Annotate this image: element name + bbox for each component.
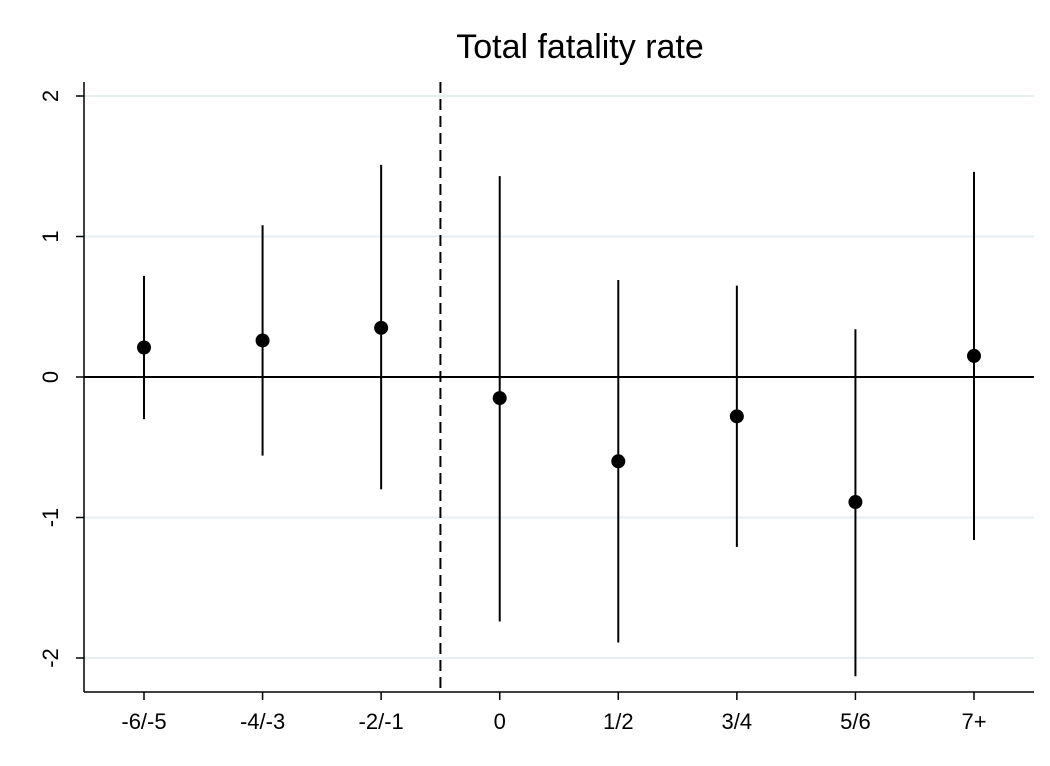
- point-estimate-5: [729, 409, 744, 424]
- point-estimates: [137, 320, 981, 510]
- chart-title: Total fatality rate: [456, 28, 704, 66]
- y-tick-label-3: 1: [38, 230, 63, 242]
- x-tick-label-4: 1/2: [603, 709, 634, 734]
- y-tick-label-1: -1: [38, 508, 63, 528]
- grid-lines: [84, 95, 1034, 659]
- point-estimate-1: [255, 333, 270, 348]
- point-estimate-2: [374, 320, 389, 335]
- x-tick-labels: -6/-5 -4/-3 -2/-1 0 1/2 3/4 5/6 7+: [121, 709, 986, 734]
- point-estimate-4: [611, 454, 626, 469]
- point-estimate-0: [137, 340, 151, 355]
- point-estimate-6: [848, 495, 863, 510]
- x-tick-label-6: 5/6: [840, 709, 871, 734]
- point-estimate-7: [967, 348, 981, 363]
- x-tick-label-1: -4/-3: [240, 709, 285, 734]
- y-tick-label-4: 2: [38, 90, 63, 102]
- x-tick-label-2: -2/-1: [359, 709, 404, 734]
- x-tick-label-7: 7+: [961, 709, 986, 734]
- y-tick-label-2: 0: [38, 371, 63, 383]
- y-tick-label-0: -2: [38, 648, 63, 668]
- y-tick-labels: -2 -1 0 1 2: [38, 90, 63, 668]
- axes: [76, 82, 1034, 700]
- x-tick-label-3: 0: [494, 709, 506, 734]
- x-tick-label-5: 3/4: [722, 709, 753, 734]
- point-estimate-3: [492, 391, 507, 406]
- x-tick-label-0: -6/-5: [121, 709, 166, 734]
- reference-lines: [84, 82, 1034, 692]
